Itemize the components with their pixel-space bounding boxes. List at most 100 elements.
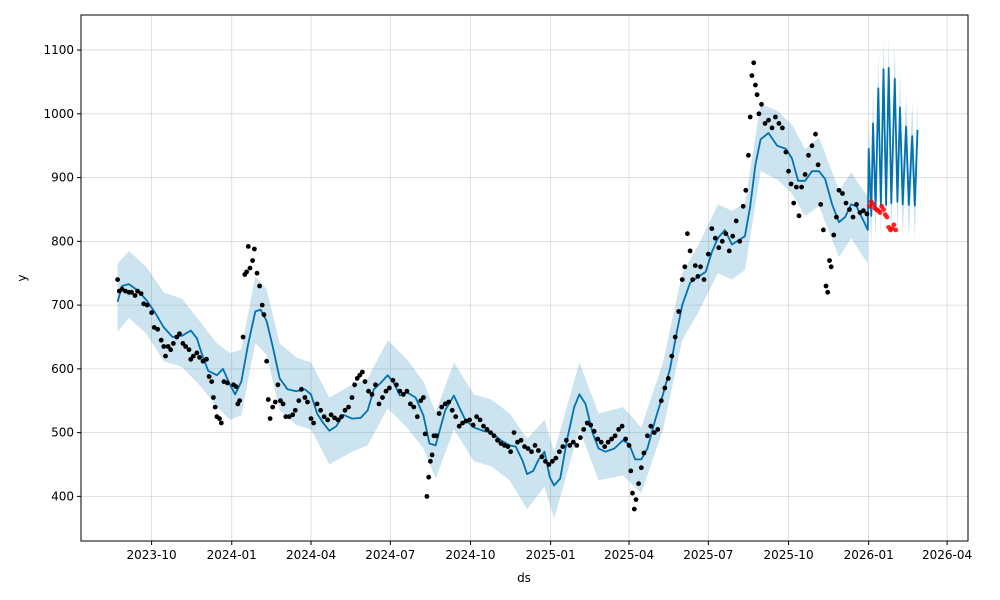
observed-point — [484, 427, 490, 432]
observed-point — [442, 401, 448, 407]
observed-point — [698, 264, 703, 270]
observed-point — [321, 414, 327, 420]
observed-point — [753, 82, 758, 88]
observed-point — [186, 347, 192, 353]
observed-point — [754, 92, 760, 98]
observed-point — [357, 372, 363, 378]
observed-point — [283, 414, 289, 420]
observed-point — [522, 444, 527, 449]
observed-point — [168, 347, 174, 353]
observed-point — [280, 401, 286, 407]
x-tick-label: 2025-04 — [604, 548, 654, 562]
holdout-point — [867, 203, 872, 209]
y-tick-label: 800 — [51, 234, 74, 248]
holdout-points — [867, 199, 899, 233]
observed-point — [456, 423, 462, 429]
observed-point — [560, 444, 566, 449]
observed-point — [518, 437, 524, 443]
observed-point — [809, 143, 815, 149]
observed-point — [651, 430, 657, 435]
observed-point — [762, 121, 768, 126]
y-axis-label: y — [15, 274, 29, 281]
observed-point — [149, 310, 155, 316]
observed-point — [563, 437, 569, 443]
observed-point — [786, 168, 791, 174]
observed-point — [247, 265, 253, 271]
observed-point — [638, 465, 644, 471]
observed-point — [449, 407, 455, 413]
observed-point — [794, 184, 799, 190]
observed-point — [836, 187, 842, 193]
observed-point — [669, 353, 675, 359]
observed-point — [354, 376, 360, 381]
observed-points — [115, 60, 870, 512]
observed-point — [602, 444, 608, 449]
observed-point — [188, 356, 194, 362]
observed-point — [709, 226, 715, 232]
observed-point — [749, 73, 755, 78]
observed-point — [834, 214, 839, 220]
observed-point — [553, 455, 559, 461]
x-tick-label: 2024-07 — [365, 548, 415, 562]
observed-point — [335, 417, 341, 423]
y-tick-label: 1000 — [43, 107, 74, 121]
observed-point — [302, 395, 308, 400]
observed-point — [631, 506, 637, 512]
observed-point — [387, 385, 392, 391]
observed-point — [546, 462, 552, 467]
observed-point — [366, 388, 371, 394]
observed-point — [737, 238, 743, 244]
observed-point — [645, 433, 650, 439]
observed-point — [672, 334, 678, 340]
observed-point — [206, 374, 212, 379]
observed-point — [314, 401, 320, 407]
y-tick-label: 700 — [51, 298, 74, 312]
x-tick-label: 2026-04 — [922, 548, 972, 562]
observed-point — [237, 398, 243, 404]
observed-point — [581, 427, 587, 432]
observed-point — [525, 446, 531, 451]
observed-point — [217, 416, 222, 421]
observed-point — [197, 355, 202, 360]
observed-point — [305, 399, 310, 405]
observed-point — [536, 448, 541, 453]
observed-point — [129, 289, 134, 295]
observed-point — [740, 203, 746, 209]
observed-point — [151, 325, 157, 330]
observed-point — [498, 441, 504, 446]
observed-point — [308, 416, 314, 421]
observed-point — [426, 474, 432, 480]
observed-point — [605, 439, 611, 445]
observed-point — [292, 407, 298, 413]
x-axis-label: ds — [517, 571, 531, 585]
observed-point — [751, 60, 757, 66]
observed-point — [352, 382, 357, 388]
observed-point — [577, 435, 583, 441]
observed-point — [788, 181, 794, 187]
observed-point — [346, 404, 351, 410]
observed-point — [783, 149, 789, 155]
x-tick-label: 2024-04 — [286, 548, 336, 562]
observed-point — [716, 245, 722, 251]
observed-point — [591, 428, 597, 434]
observed-point — [633, 497, 639, 502]
observed-point — [623, 436, 628, 442]
observed-point — [394, 382, 399, 388]
observed-point — [488, 430, 493, 435]
observed-point — [628, 468, 634, 474]
observed-point — [746, 152, 751, 158]
observed-point — [424, 494, 430, 499]
observed-point — [418, 398, 424, 404]
observed-point — [861, 208, 866, 214]
x-axis-ticks: 2023-10 2024-01 2024-04 2024-07 2024-10 2025-… — [127, 541, 972, 562]
observed-point — [766, 117, 771, 123]
observed-point — [588, 422, 594, 428]
y-axis-ticks: 400 500 600 700 800 900 1000 1100 — [43, 43, 81, 503]
observed-point — [658, 398, 664, 404]
observed-point — [265, 397, 271, 402]
observed-point — [619, 423, 625, 429]
observed-point — [791, 200, 797, 206]
observed-point — [828, 264, 834, 270]
